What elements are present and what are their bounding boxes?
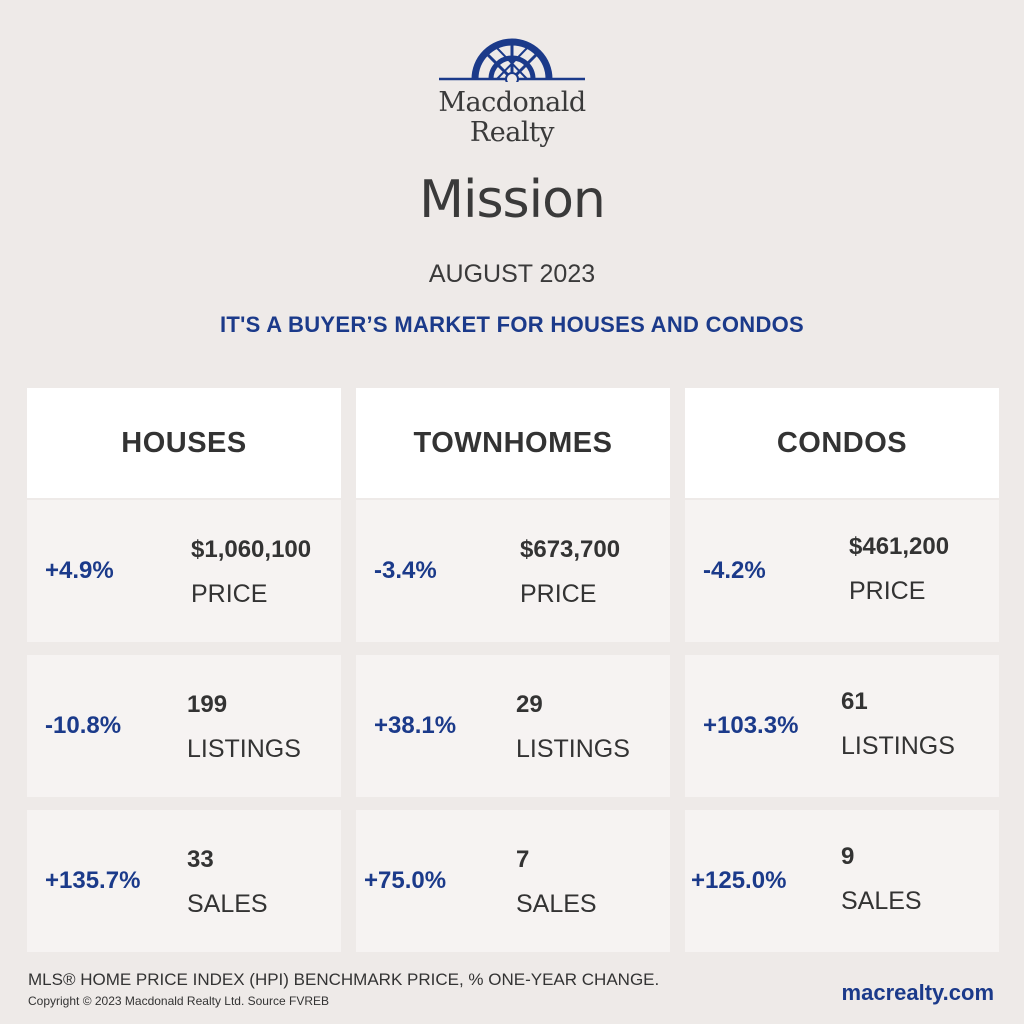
- stat-value: 199: [187, 691, 228, 718]
- townhomes-sales-card: +75.0% 7 SALES: [356, 810, 670, 952]
- stat-label: LISTINGS: [841, 732, 955, 760]
- brand-name-line1: Macdonald: [438, 87, 586, 118]
- report-period: AUGUST 2023: [428, 260, 596, 288]
- column-header-houses: HOUSES: [27, 388, 341, 498]
- houses-price-card: +4.9% $1,060,100 PRICE: [27, 500, 341, 642]
- market-headline: IT'S A BUYER’S MARKET FOR HOUSES AND CON…: [219, 312, 805, 337]
- percent-change: -3.4%: [374, 557, 437, 584]
- percent-change: +38.1%: [374, 712, 457, 739]
- percent-change: +135.7%: [45, 867, 141, 894]
- brand-logo: Macdonald Realty: [0, 38, 1024, 148]
- stat-value: 9: [841, 843, 855, 870]
- stat-label: SALES: [516, 890, 597, 918]
- stat-label: SALES: [187, 890, 268, 918]
- percent-change: +125.0%: [691, 867, 787, 894]
- footer-copyright: Copyright © 2023 Macdonald Realty Ltd. S…: [28, 994, 329, 1008]
- city-title: Mission: [419, 170, 606, 230]
- percent-change: +75.0%: [364, 867, 447, 894]
- stat-value: 7: [516, 846, 530, 873]
- brand-name-line2: Realty: [469, 117, 555, 148]
- stat-value: 61: [841, 688, 868, 715]
- condos-price-card: -4.2% $461,200 PRICE: [685, 500, 999, 642]
- percent-change: +4.9%: [45, 557, 114, 584]
- footer-note: MLS® HOME PRICE INDEX (HPI) BENCHMARK PR…: [28, 970, 660, 989]
- stat-label: PRICE: [849, 577, 926, 605]
- website-link[interactable]: macrealty.com: [841, 980, 994, 1005]
- townhomes-price-card: -3.4% $673,700 PRICE: [356, 500, 670, 642]
- stat-label: PRICE: [191, 580, 268, 608]
- condos-listings-card: +103.3% 61 LISTINGS: [685, 655, 999, 797]
- stat-label: LISTINGS: [516, 735, 630, 763]
- stat-value: $461,200: [849, 533, 950, 560]
- column-header-townhomes: TOWNHOMES: [356, 388, 670, 498]
- compass-rose-icon: [439, 38, 585, 82]
- column-header-condos: CONDOS: [685, 388, 999, 498]
- stat-value: 33: [187, 846, 214, 873]
- houses-sales-card: +135.7% 33 SALES: [27, 810, 341, 952]
- percent-change: +103.3%: [703, 712, 799, 739]
- stat-label: PRICE: [520, 580, 597, 608]
- houses-listings-card: -10.8% 199 LISTINGS: [27, 655, 341, 797]
- stat-label: LISTINGS: [187, 735, 301, 763]
- stat-label: SALES: [841, 887, 922, 915]
- percent-change: -10.8%: [45, 712, 122, 739]
- percent-change: -4.2%: [703, 557, 766, 584]
- stat-value: 29: [516, 691, 543, 718]
- stat-value: $673,700: [520, 536, 621, 563]
- townhomes-listings-card: +38.1% 29 LISTINGS: [356, 655, 670, 797]
- stat-value: $1,060,100: [191, 536, 312, 563]
- condos-sales-card: +125.0% 9 SALES: [685, 810, 999, 952]
